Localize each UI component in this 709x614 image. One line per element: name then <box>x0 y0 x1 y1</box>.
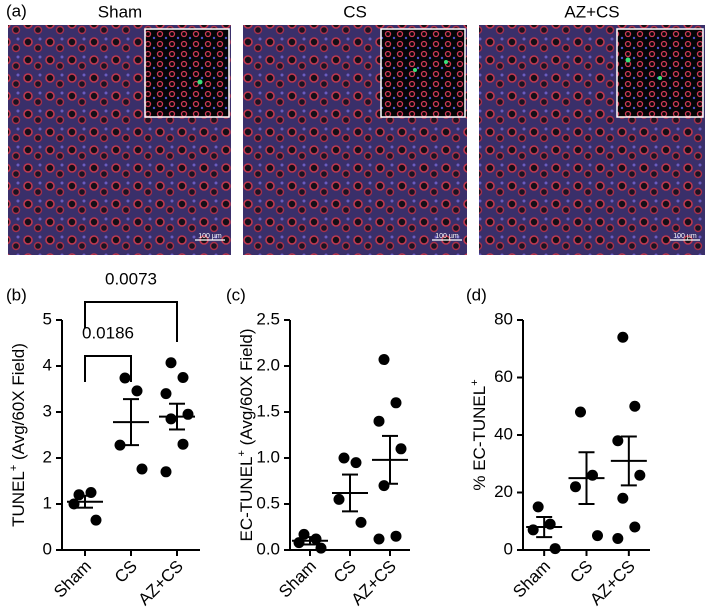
data-point <box>390 530 402 542</box>
y-tick-label: 80 <box>494 309 513 328</box>
y-axis-label-text: EC-TUNEL <box>237 457 256 542</box>
significance-bracket <box>84 301 178 342</box>
data-point <box>333 493 345 505</box>
x-tick-label: Sham <box>509 557 554 602</box>
data-point <box>570 481 581 493</box>
y-tick-label: 1.5 <box>256 401 280 420</box>
y-axis-label-text: TUNEL <box>9 471 28 527</box>
y-tick-label: 2.0 <box>256 355 280 374</box>
y-axis-label-sup: + <box>236 450 248 456</box>
x-tick-label: CS <box>111 557 141 587</box>
data-point <box>119 372 131 384</box>
data-point <box>592 530 603 542</box>
panel-title: Sham <box>98 2 142 21</box>
data-point <box>315 542 327 554</box>
data-point <box>160 388 172 400</box>
data-point <box>617 492 629 504</box>
data-point <box>338 452 350 464</box>
data-point <box>182 408 194 420</box>
data-point <box>575 406 586 418</box>
y-tick-label: 4 <box>43 355 52 374</box>
significance-bracket <box>84 355 132 382</box>
panel-title: CS <box>343 2 367 21</box>
panel-label: (c) <box>226 285 246 304</box>
y-tick-label: 0.0 <box>256 539 280 558</box>
x-tick-label: Sham <box>275 557 320 602</box>
y-tick-label: 0 <box>43 539 52 558</box>
data-point <box>355 516 367 528</box>
y-tick-label: 1 <box>43 493 52 512</box>
y-tick-label: 5 <box>43 309 52 328</box>
data-point <box>177 372 189 383</box>
data-point <box>378 480 390 492</box>
micrograph <box>8 25 231 255</box>
data-point <box>612 533 624 544</box>
data-point <box>612 435 624 447</box>
scale-bar-label: 100 µm <box>435 233 459 240</box>
micrograph <box>479 25 705 255</box>
data-point <box>136 463 148 475</box>
y-axis-label-text: % EC-TUNEL <box>470 386 489 491</box>
y-tick-label: 20 <box>494 482 513 501</box>
data-point <box>634 469 646 481</box>
data-point <box>629 521 641 533</box>
data-point <box>532 501 544 513</box>
y-tick-label: 2 <box>43 447 52 466</box>
y-axis-label: % EC-TUNEL+ <box>469 379 490 490</box>
scale-bar-label: 100 µm <box>198 233 222 240</box>
data-point <box>114 439 126 451</box>
p-value: 0.0073 <box>105 269 157 288</box>
data-point <box>373 533 385 545</box>
y-axis-label-sup: + <box>8 465 20 471</box>
x-tick-label: CS <box>566 557 596 587</box>
panel-label: (d) <box>466 285 487 304</box>
p-value: 0.0186 <box>82 323 134 342</box>
panel-label: (b) <box>6 285 27 304</box>
panel-label: (a) <box>6 1 27 20</box>
data-point <box>165 357 177 369</box>
data-point <box>90 514 102 526</box>
y-tick-label: 40 <box>494 424 513 443</box>
data-point <box>629 400 641 412</box>
y-axis-label-sup: + <box>469 379 481 385</box>
y-tick-label: 0 <box>504 539 513 558</box>
y-axis-label-rest: (Avg/60X Field) <box>237 328 256 450</box>
data-point <box>160 466 172 478</box>
y-tick-label: 60 <box>494 367 513 386</box>
x-tick-label: AZ+CS <box>347 557 400 610</box>
y-axis-label-rest: (Avg/60X Field) <box>9 343 28 465</box>
y-axis-label: TUNEL+ (Avg/60X Field) <box>8 343 29 527</box>
scale-bar-label: 100 µm <box>673 233 697 240</box>
data-point <box>378 354 390 366</box>
data-point <box>373 415 385 427</box>
x-tick-label: AZ+CS <box>134 557 187 610</box>
data-point <box>350 457 362 469</box>
data-point <box>390 397 402 409</box>
panel-title: AZ+CS <box>564 2 619 21</box>
data-point <box>395 443 407 455</box>
y-axis-label: EC-TUNEL+ (Avg/60X Field) <box>236 328 257 541</box>
x-tick-label: AZ+CS <box>586 557 639 610</box>
data-point <box>617 331 629 343</box>
x-tick-label: CS <box>330 557 360 587</box>
micrograph <box>243 25 467 255</box>
data-point <box>165 413 177 425</box>
y-tick-label: 2.5 <box>256 309 280 328</box>
y-tick-label: 0.5 <box>256 493 280 512</box>
x-tick-label: Sham <box>50 557 95 602</box>
y-tick-label: 1.0 <box>256 447 280 466</box>
data-point <box>177 438 189 450</box>
data-point <box>549 543 561 555</box>
data-point <box>131 385 143 397</box>
data-point <box>293 537 305 549</box>
y-tick-label: 3 <box>43 401 52 420</box>
